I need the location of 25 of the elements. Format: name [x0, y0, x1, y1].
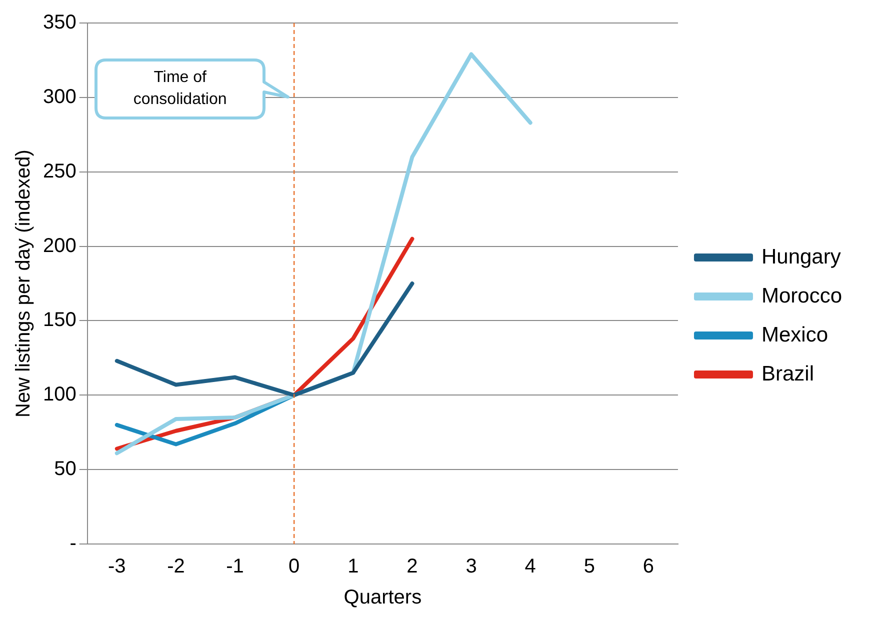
x-tick-label: -2 — [167, 556, 185, 578]
y-axis-title: New listings per day (indexed) — [12, 150, 35, 418]
legend-label: Hungary — [761, 245, 842, 268]
y-tick-label: 350 — [42, 12, 76, 34]
x-tick-label: 0 — [288, 556, 300, 578]
y-tick-label: 250 — [42, 160, 76, 182]
y-tick-label: 100 — [42, 384, 76, 406]
legend-label: Brazil — [761, 362, 814, 386]
y-tick-label: 300 — [42, 86, 76, 108]
y-tick-label: 50 — [54, 458, 76, 480]
annotation: Time of consolidation — [132, 68, 228, 110]
x-tick-label: -3 — [108, 556, 126, 578]
x-tick-label: 2 — [406, 556, 418, 578]
x-tick-label: 5 — [584, 556, 595, 578]
x-tick-label: 6 — [642, 556, 654, 578]
x-tick-label: 3 — [466, 556, 477, 578]
y-tick-label: 200 — [42, 234, 76, 257]
x-tick-label: -1 — [226, 556, 244, 578]
y-tick-label: - — [70, 532, 76, 555]
x-tick-label: 1 — [348, 556, 359, 578]
y-tick-label: 150 — [42, 309, 76, 332]
legend-label: Morocco — [761, 284, 842, 308]
legend-label: Mexico — [761, 323, 828, 346]
x-tick-label: 4 — [524, 556, 536, 578]
x-axis-title: Quarters — [344, 586, 422, 609]
